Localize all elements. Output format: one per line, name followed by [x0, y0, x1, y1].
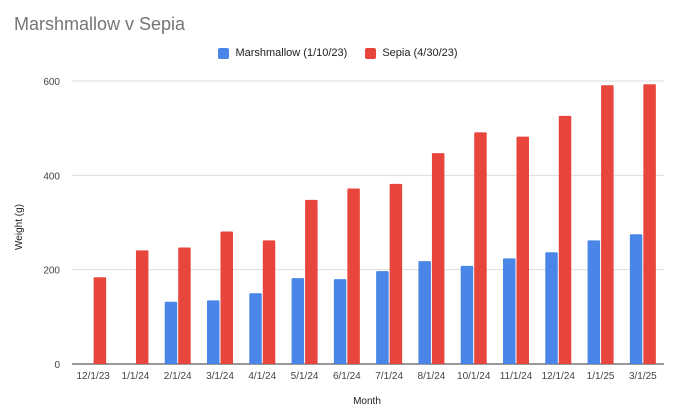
x-tick-label: 11/1/24	[500, 371, 533, 382]
x-axis-label: Month	[353, 396, 381, 407]
x-tick-label: 12/1/24	[542, 371, 576, 382]
y-axis-ticks: 0 200 400 600	[43, 77, 60, 371]
legend-label-sepia: Sepia (4/30/23)	[382, 47, 458, 59]
y-tick-label: 400	[43, 171, 60, 182]
x-tick-label: 4/1/24	[248, 371, 276, 382]
bar-sepia[interactable]	[178, 247, 191, 364]
bar-sepia[interactable]	[516, 136, 530, 364]
chart-legend: Marshmallow (1/10/23) Sepia (4/30/23)	[0, 47, 676, 59]
bar-marshmallow[interactable]	[207, 300, 220, 364]
bar-marshmallow[interactable]	[249, 293, 262, 364]
legend-label-marshmallow: Marshmallow (1/10/23)	[235, 47, 348, 59]
bar-sepia[interactable]	[643, 84, 656, 364]
bar-sepia[interactable]	[220, 231, 234, 364]
bar-sepia[interactable]	[601, 85, 614, 365]
y-tick-label: 600	[43, 77, 60, 88]
x-tick-label: 1/1/24	[122, 371, 150, 382]
bar-marshmallow[interactable]	[629, 234, 643, 364]
x-tick-label: 2/1/24	[164, 371, 192, 382]
bar-sepia[interactable]	[431, 153, 445, 364]
bar-sepia[interactable]	[262, 240, 276, 364]
bar-sepia[interactable]	[347, 188, 360, 364]
x-tick-label: 3/1/24	[206, 371, 234, 382]
x-axis-ticks: 12/1/23 1/1/24 2/1/24 3/1/24 4/1/24 5/1/24 6/1…	[76, 371, 657, 382]
bar-sepia[interactable]	[558, 115, 572, 364]
y-tick-label: 0	[54, 360, 60, 371]
chart-title: Marshmallow v Sepia	[14, 14, 186, 34]
x-tick-label: 6/1/24	[333, 371, 361, 382]
bar-sepia[interactable]	[474, 132, 487, 364]
gridlines	[72, 80, 664, 365]
bar-sepia[interactable]	[93, 277, 107, 364]
bar-marshmallow[interactable]	[503, 258, 516, 364]
legend-swatch-sepia	[365, 47, 377, 59]
legend-item-sepia[interactable]: Sepia (4/30/23)	[365, 47, 458, 59]
x-tick-label: 5/1/24	[291, 371, 319, 382]
x-tick-label: 10/1/24	[457, 371, 491, 382]
y-axis-label: Weight (g)	[14, 204, 25, 250]
bar-marshmallow[interactable]	[376, 271, 389, 364]
bars	[93, 84, 656, 365]
bar-marshmallow[interactable]	[291, 278, 305, 364]
bar-marshmallow[interactable]	[164, 301, 178, 364]
bar-sepia[interactable]	[305, 199, 318, 364]
x-tick-label: 1/1/25	[587, 371, 615, 382]
x-tick-label: 3/1/25	[629, 371, 657, 382]
bar-marshmallow[interactable]	[333, 279, 347, 364]
y-tick-label: 200	[43, 266, 60, 277]
bar-marshmallow[interactable]	[545, 252, 558, 364]
legend-swatch-marshmallow	[218, 47, 230, 59]
bar-marshmallow[interactable]	[460, 265, 474, 364]
legend-item-marshmallow[interactable]: Marshmallow (1/10/23)	[218, 47, 347, 59]
x-tick-label: 7/1/24	[375, 371, 403, 382]
x-tick-label: 12/1/23	[76, 371, 110, 382]
bar-sepia[interactable]	[135, 250, 149, 364]
x-tick-label: 8/1/24	[418, 371, 446, 382]
bar-marshmallow[interactable]	[418, 261, 431, 364]
bar-sepia[interactable]	[389, 183, 403, 364]
bar-marshmallow[interactable]	[587, 240, 601, 364]
